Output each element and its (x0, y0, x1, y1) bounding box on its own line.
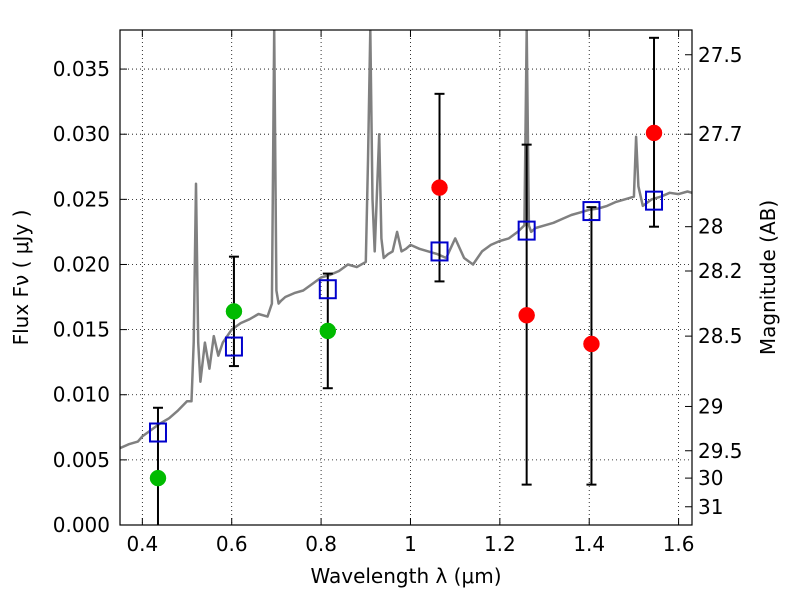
right-tick-label: 31 (698, 495, 723, 519)
model-square-point (224, 336, 243, 357)
right-axis-label: Magnitude (AB) (756, 200, 780, 355)
red-data-point (583, 335, 600, 353)
right-tick-label: 27.5 (698, 43, 743, 67)
model-square-point (582, 201, 601, 222)
y-tick-label: 0.025 (53, 187, 110, 211)
y-axis-label: Flux Fν ( μJy ) (9, 210, 33, 346)
model-square-point (148, 422, 167, 443)
x-axis-label: Wavelength λ (μm) (310, 564, 501, 588)
green-data-point (319, 322, 337, 340)
right-tick-label: 29.5 (698, 439, 743, 463)
marker-layer (148, 124, 664, 487)
plot-frame (119, 29, 693, 526)
model-square-point (645, 190, 664, 211)
right-tick-label: 29 (698, 394, 723, 418)
red-data-point (431, 179, 448, 196)
y-tick-label: 0.035 (53, 57, 110, 81)
spectrum-layer (120, 30, 692, 450)
x-tick-label: 1 (404, 532, 417, 556)
model-square-point (430, 241, 449, 262)
y-tick-label: 0.020 (53, 252, 110, 276)
right-tick-label: 30 (698, 466, 723, 490)
model-spectrum-line (120, 30, 692, 450)
model-square-point (517, 220, 536, 241)
right-tick-label: 27.7 (698, 122, 743, 146)
y-tick-label: 0.000 (53, 513, 110, 537)
grid (120, 30, 692, 526)
y-tick-label: 0.015 (53, 318, 110, 342)
green-data-point (225, 303, 243, 320)
x-tick-label: 1.2 (484, 532, 516, 556)
red-data-point (645, 124, 663, 142)
red-data-point (518, 307, 535, 324)
right-tick-label: 28.2 (698, 259, 743, 283)
right-tick-label: 28.5 (698, 324, 743, 348)
tick-layer: 0.4 0.6 0.8 1 1.2 1.4 1.6 0.000 0.005 0.010 0.015 0… (53, 30, 743, 556)
x-tick-label: 1.6 (663, 532, 695, 556)
y-tick-label: 0.030 (53, 122, 110, 146)
x-tick-label: 1.4 (573, 532, 605, 556)
x-tick-label: 0.8 (305, 532, 337, 556)
y-tick-label: 0.005 (53, 448, 110, 472)
y-tick-label: 0.010 (53, 383, 110, 407)
x-tick-label: 0.6 (216, 532, 248, 556)
model-square-point (318, 279, 337, 300)
right-tick-label: 28 (698, 215, 723, 239)
x-tick-label: 0.4 (126, 532, 158, 556)
errorbar-layer (152, 36, 660, 525)
green-data-point (149, 469, 167, 487)
